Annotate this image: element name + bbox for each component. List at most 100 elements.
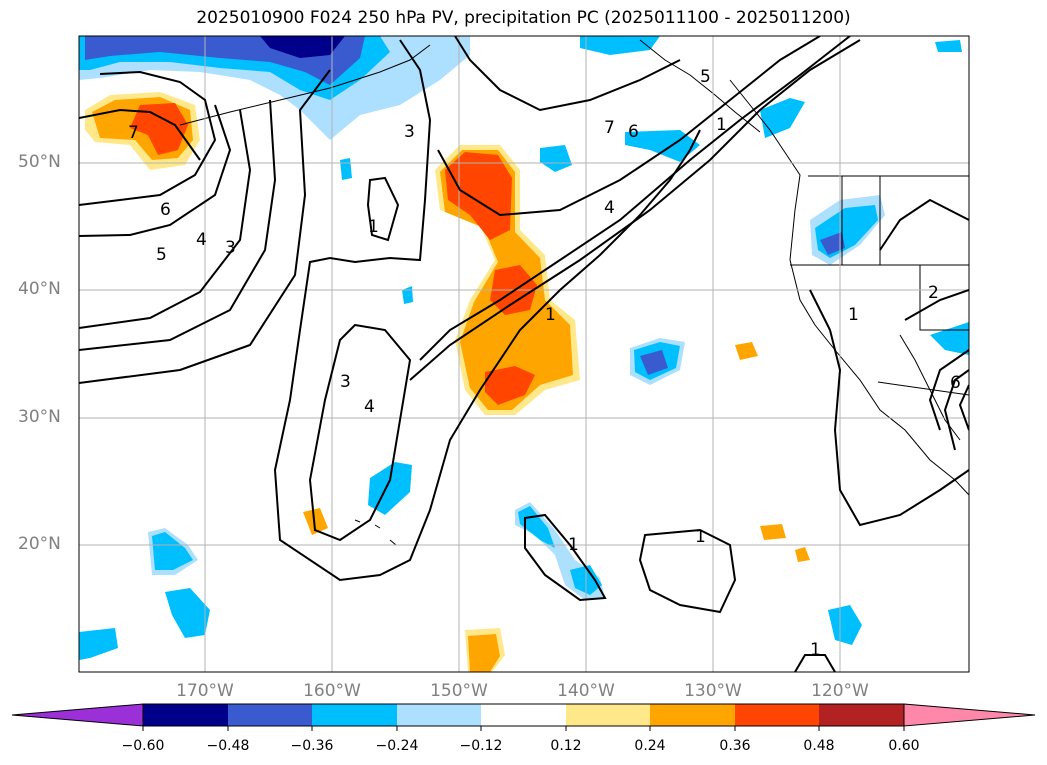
pv-contour-mid2 [437, 36, 821, 217]
colorbar-tick-label: 0.48 [803, 738, 835, 754]
colorbar-tick-label: −0.12 [459, 738, 503, 754]
shade-negative-north-deep [260, 36, 345, 58]
pv-contour-3a [79, 99, 277, 351]
lat-label-20n: 20°N [18, 534, 61, 554]
north-american-coast [729, 79, 969, 496]
shade-negative-blob-15 [340, 158, 352, 180]
us-mexico-border [877, 381, 969, 396]
contour-label: 6 [950, 373, 961, 393]
colorbar-tick-label: −0.36 [290, 738, 334, 754]
contour-label: 4 [364, 397, 375, 417]
pv-contours [79, 36, 969, 672]
pv-contour-mid3 [419, 36, 851, 361]
lon-label-150w: 150°W [430, 681, 488, 701]
map-title: 2025010900 F024 250 hPa PV, precipitatio… [196, 8, 851, 28]
contour-label: 1 [695, 527, 706, 547]
shade-negative-blob-14 [935, 40, 962, 52]
pv-contour-east5 [958, 384, 969, 431]
colorbar-segment [228, 704, 312, 726]
pv-contour-5 [79, 104, 232, 237]
aleutian-islands [179, 44, 431, 126]
pv-contour-1a [366, 176, 400, 242]
pv-contour-east1 [879, 198, 969, 251]
shade-positive-blob-5 [795, 547, 810, 562]
contour-label: 4 [196, 230, 207, 250]
shade-positive-blob-2 [303, 508, 328, 535]
colorbar-tick-label: 0.12 [550, 738, 582, 754]
colorbar-extend-low [11, 703, 144, 727]
hawaiian-islands [354, 519, 397, 546]
lon-label-120w: 120°W [811, 681, 869, 701]
colorbar-tick-label: 0.36 [719, 738, 751, 754]
pv-contour-mid1 [454, 36, 681, 112]
map-frame [78, 35, 970, 673]
shade-negative-blob-13 [580, 36, 660, 55]
pv-contour-4 [79, 109, 252, 329]
pv-contour-1b [273, 39, 701, 582]
shade-negative-blob-8 [165, 588, 210, 638]
contour-labels: 7 6 5 4 3 3 1 1 3 4 7 6 4 1 5 1 1 1 1 2 … [128, 67, 961, 660]
contour-label: 1 [368, 217, 379, 237]
colorbar-tick-label: −0.60 [121, 738, 165, 754]
shade-positive-central-core [445, 152, 512, 240]
shade-negative-blob-7-inner [152, 532, 193, 570]
contour-label: 4 [604, 198, 615, 218]
shade-positive-nw-core [130, 103, 188, 155]
contour-label: 3 [225, 238, 236, 258]
contour-label: 7 [604, 118, 615, 138]
shade-negative-blob-11 [828, 605, 862, 645]
shade-negative-blob-5-core [640, 350, 668, 375]
pv-contour-mid4 [409, 39, 861, 381]
shade-positive-blob-1-inner [468, 634, 500, 672]
pv-contour-1e [809, 289, 969, 527]
colorbar [11, 703, 1036, 731]
state-line-4 [919, 265, 969, 331]
pv-contour-1f [794, 654, 836, 672]
shade-negative-blob-3 [760, 98, 805, 138]
alaska-coast [639, 39, 761, 133]
colorbar-segment [735, 704, 819, 726]
pv-contour-6 [79, 70, 217, 206]
lat-label-50n: 50°N [18, 152, 61, 172]
shade-negative-blob-4-core [820, 232, 845, 255]
lon-label-130w: 130°W [684, 681, 742, 701]
shade-negative-blob-10-inner [518, 506, 555, 548]
contour-label: 6 [160, 200, 171, 220]
lon-label-140w: 140°W [557, 681, 615, 701]
pv-contour-east3 [928, 349, 969, 431]
colorbar-segment [312, 704, 397, 726]
contour-label: 3 [340, 372, 351, 392]
pv-contour-east4 [943, 369, 969, 451]
lon-label-170w: 170°W [176, 681, 234, 701]
shade-negative-blob-1 [540, 145, 572, 172]
colorbar-segment [650, 704, 735, 726]
coastlines [179, 39, 969, 546]
pv-contour-7 [79, 108, 201, 161]
lat-label-40n: 40°N [18, 279, 61, 299]
colorbar-segment [566, 704, 650, 726]
pv-contour-3c [308, 323, 412, 542]
colorbar-segment [481, 704, 566, 726]
pv-contour-3b [79, 69, 331, 384]
colorbar-tick-label: −0.24 [375, 738, 419, 754]
pv-contour-1d [638, 528, 737, 614]
shade-positive-blob-4 [760, 524, 786, 540]
shade-negative-blob-9 [79, 628, 118, 660]
colorbar-frame [142, 703, 905, 727]
contour-label: 5 [156, 245, 167, 265]
lon-label-160w: 160°W [303, 681, 361, 701]
colorbar-extend-high [903, 703, 1036, 727]
contour-label: 1 [848, 305, 859, 325]
contour-label: 1 [810, 640, 821, 660]
contour-label: 7 [128, 123, 139, 143]
lat-label-30n: 30°N [18, 407, 61, 427]
pv-contour-1c [524, 513, 607, 602]
contour-label: 1 [716, 115, 727, 135]
colorbar-segment [143, 704, 228, 726]
colorbar-tick-label: −0.48 [206, 738, 250, 754]
colorbar-tick-label: 0.60 [888, 738, 920, 754]
colorbar-segment [397, 704, 481, 726]
pv-contour-east2 [904, 289, 969, 321]
contour-label: 6 [628, 122, 639, 142]
